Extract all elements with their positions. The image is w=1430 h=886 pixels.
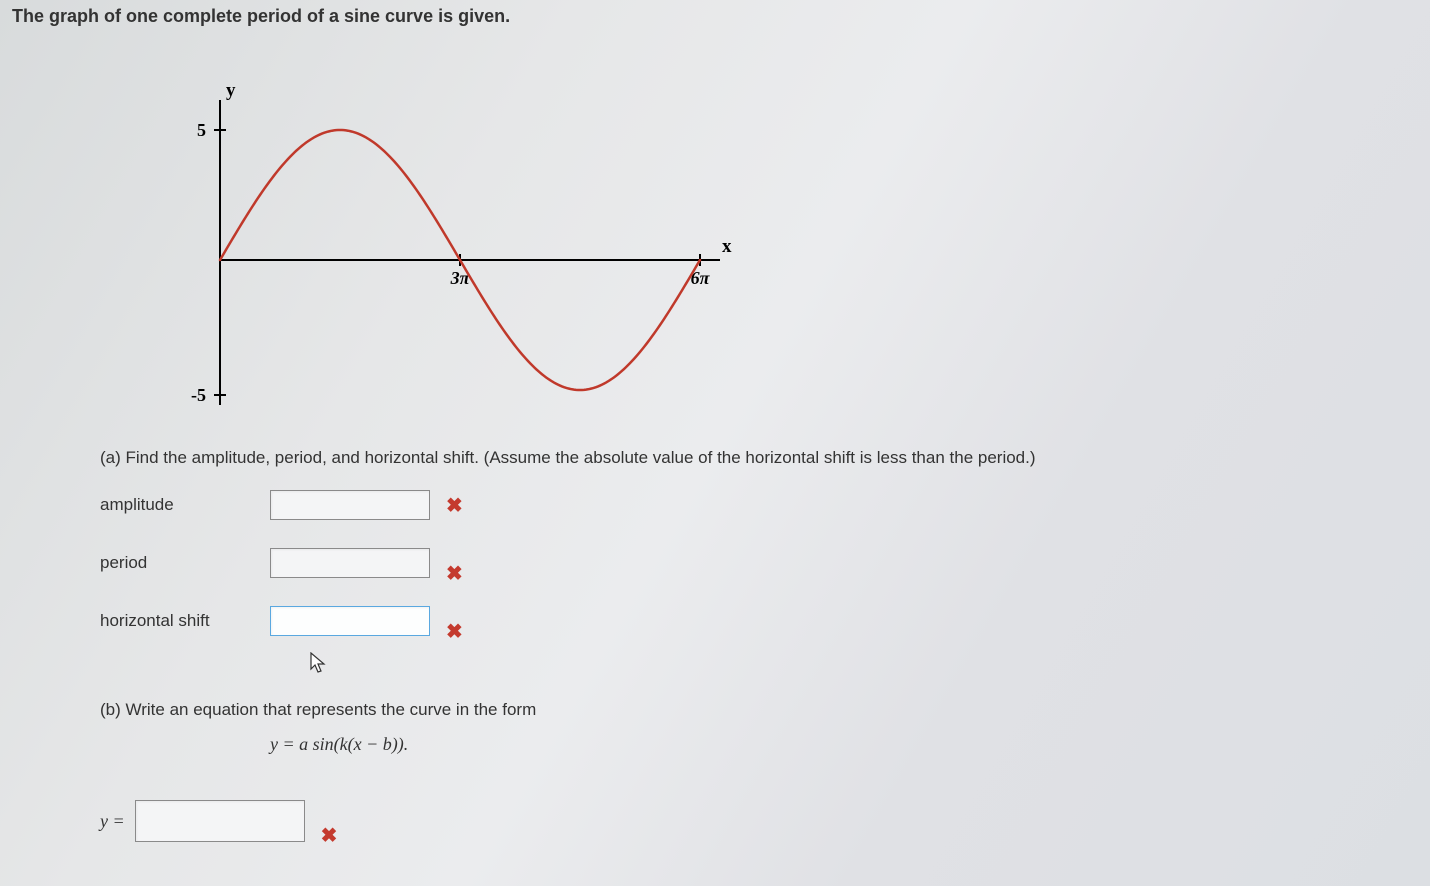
svg-text:y: y (226, 80, 236, 101)
part-a-rows: amplitude ✖ period ✖ horizontal shift ✖ (100, 480, 463, 636)
answer-prefix: y = (100, 811, 125, 832)
row-amplitude: amplitude ✖ (100, 490, 463, 520)
label-amplitude: amplitude (100, 495, 270, 515)
question-prompt: The graph of one complete period of a si… (12, 6, 510, 27)
sine-chart: 5-53π6πyx (160, 60, 740, 420)
wrong-icon: ✖ (321, 823, 338, 848)
part-b-text: (b) Write an equation that represents th… (100, 700, 536, 720)
svg-text:5: 5 (197, 120, 206, 140)
chart-svg: 5-53π6πyx (160, 60, 740, 420)
wrong-icon: ✖ (446, 619, 463, 644)
input-amplitude[interactable] (270, 490, 430, 520)
label-period: period (100, 553, 270, 573)
part-b-answer-row: y = ✖ (100, 790, 337, 842)
wrong-icon: ✖ (446, 561, 463, 586)
part-b-form: y = a sin(k(x − b)). (270, 734, 408, 755)
cursor-icon (310, 652, 328, 680)
svg-text:x: x (722, 236, 732, 257)
part-a-text: (a) Find the amplitude, period, and hori… (100, 448, 1400, 468)
wrong-icon: ✖ (446, 493, 463, 518)
input-period[interactable] (270, 548, 430, 578)
row-hshift: horizontal shift ✖ (100, 606, 463, 636)
svg-text:-5: -5 (191, 385, 206, 405)
input-hshift[interactable] (270, 606, 430, 636)
input-equation[interactable] (135, 800, 305, 842)
label-hshift: horizontal shift (100, 611, 270, 631)
row-period: period ✖ (100, 548, 463, 578)
